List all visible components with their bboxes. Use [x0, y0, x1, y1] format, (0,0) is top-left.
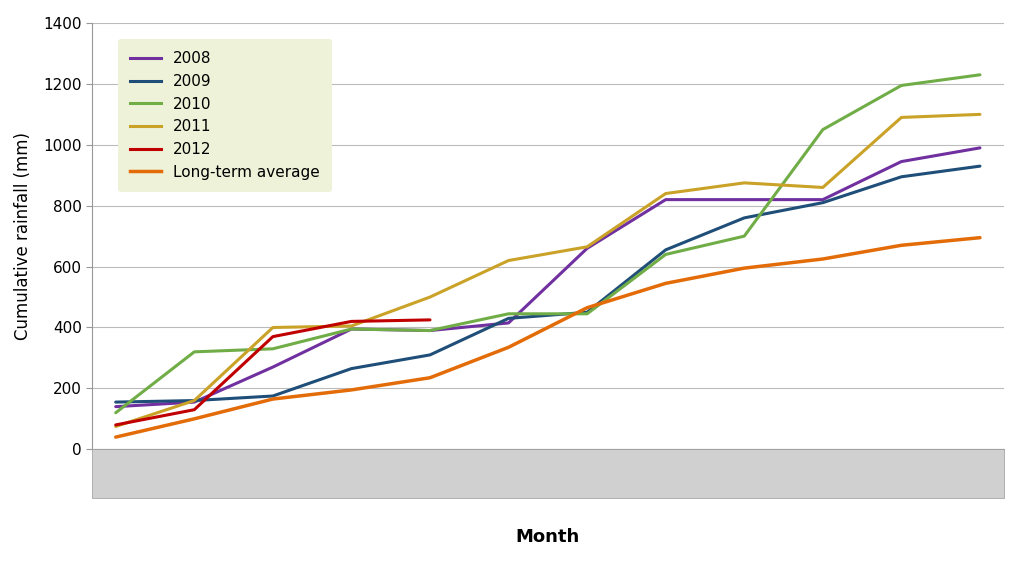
2011 [424, 294, 436, 301]
2009 [345, 365, 357, 372]
Long-term average [659, 280, 672, 287]
2012 [110, 422, 122, 429]
2008 [503, 320, 515, 327]
2009 [503, 315, 515, 322]
2008 [188, 399, 201, 406]
2010 [345, 325, 357, 332]
Long-term average [503, 344, 515, 351]
Y-axis label: Cumulative rainfall (mm): Cumulative rainfall (mm) [14, 132, 32, 340]
2010 [974, 71, 986, 78]
2012 [266, 333, 279, 340]
2011 [110, 423, 122, 430]
2008 [266, 363, 279, 370]
Line: Long-term average: Long-term average [116, 238, 980, 437]
Long-term average [110, 434, 122, 441]
2012 [188, 406, 201, 413]
2011 [581, 243, 593, 250]
2010 [424, 327, 436, 334]
2009 [266, 393, 279, 400]
2008 [738, 196, 751, 203]
2010 [581, 310, 593, 317]
2010 [110, 410, 122, 416]
2009 [895, 173, 907, 180]
2009 [424, 351, 436, 358]
2009 [581, 309, 593, 316]
2012 [424, 316, 436, 323]
2010 [738, 233, 751, 240]
Long-term average [581, 304, 593, 311]
Line: 2010: 2010 [116, 75, 980, 413]
Line: 2011: 2011 [116, 115, 980, 426]
2012 [345, 318, 357, 325]
2009 [188, 397, 201, 404]
X-axis label: Month: Month [516, 528, 580, 546]
2010 [266, 346, 279, 353]
Long-term average [188, 415, 201, 422]
2011 [817, 184, 829, 191]
Long-term average [895, 242, 907, 249]
2011 [266, 324, 279, 331]
Line: 2009: 2009 [116, 166, 980, 402]
Long-term average [266, 396, 279, 403]
Long-term average [974, 234, 986, 241]
2010 [188, 348, 201, 355]
2009 [738, 214, 751, 221]
2008 [817, 196, 829, 203]
2009 [659, 247, 672, 253]
Line: 2012: 2012 [116, 320, 430, 425]
Line: 2008: 2008 [116, 148, 980, 407]
2008 [110, 403, 122, 410]
2011 [659, 190, 672, 197]
2010 [817, 126, 829, 133]
2008 [659, 196, 672, 203]
2011 [738, 180, 751, 187]
2009 [110, 399, 122, 406]
Legend: 2008, 2009, 2010, 2011, 2012, Long-term average: 2008, 2009, 2010, 2011, 2012, Long-term … [118, 39, 332, 192]
Long-term average [738, 265, 751, 272]
2010 [895, 82, 907, 89]
2009 [817, 199, 829, 206]
Long-term average [424, 374, 436, 381]
2011 [188, 397, 201, 404]
2011 [974, 111, 986, 118]
2008 [424, 327, 436, 334]
2009 [974, 162, 986, 169]
2011 [345, 323, 357, 329]
2011 [895, 114, 907, 121]
2008 [895, 158, 907, 165]
Long-term average [345, 386, 357, 393]
2010 [503, 310, 515, 317]
2008 [345, 325, 357, 332]
2010 [659, 251, 672, 258]
2008 [581, 245, 593, 252]
Long-term average [817, 256, 829, 263]
2008 [974, 145, 986, 151]
2011 [503, 257, 515, 264]
